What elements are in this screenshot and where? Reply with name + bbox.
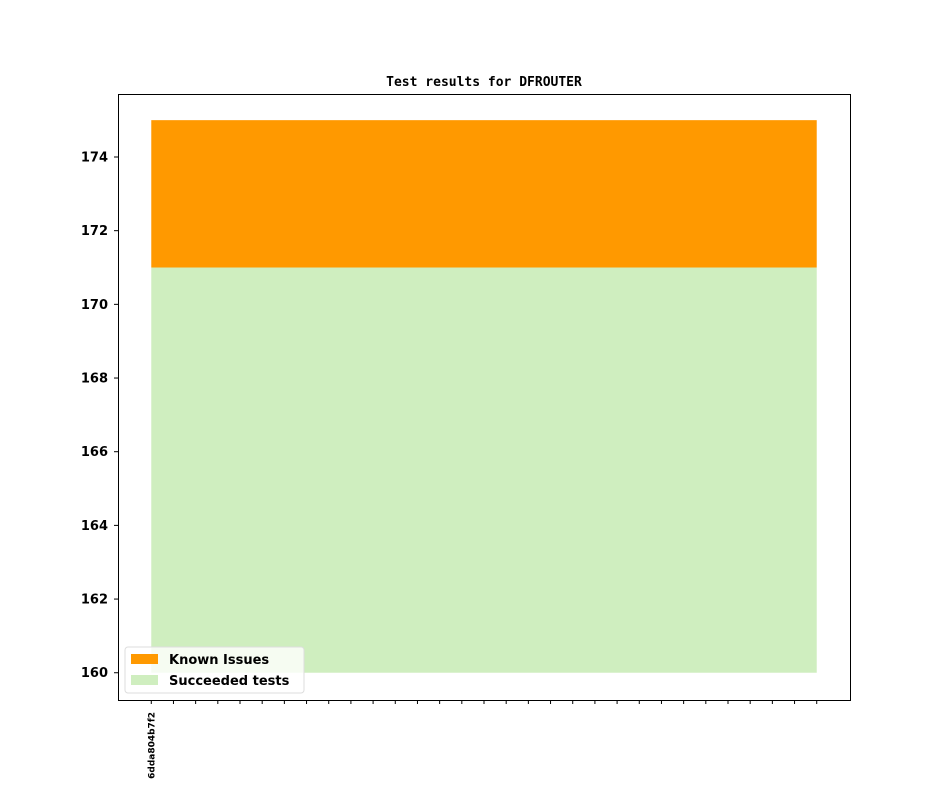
area-succeeded-tests xyxy=(151,267,817,673)
legend: Known Issues Succeeded tests xyxy=(124,646,305,694)
y-tick-label: 172 xyxy=(81,224,108,239)
area-known-issues xyxy=(151,120,817,268)
chart-title: Test results for DFROUTER xyxy=(386,75,582,90)
y-tick-label: 162 xyxy=(81,593,108,608)
legend-swatch-known-issues xyxy=(131,654,158,664)
legend-label-succeeded: Succeeded tests xyxy=(169,674,290,689)
y-tick-label: 170 xyxy=(81,298,108,313)
y-tick-label: 168 xyxy=(81,372,108,387)
legend-label-known-issues: Known Issues xyxy=(169,653,269,668)
y-tick-label: 164 xyxy=(81,519,108,534)
legend-box xyxy=(124,646,305,694)
x-tick-label: 6dda804b7f2 xyxy=(147,712,157,779)
y-tick-label: 160 xyxy=(81,666,108,681)
legend-swatch-succeeded xyxy=(131,675,158,685)
y-tick-label: 174 xyxy=(81,150,108,165)
y-tick-label: 166 xyxy=(81,445,108,460)
